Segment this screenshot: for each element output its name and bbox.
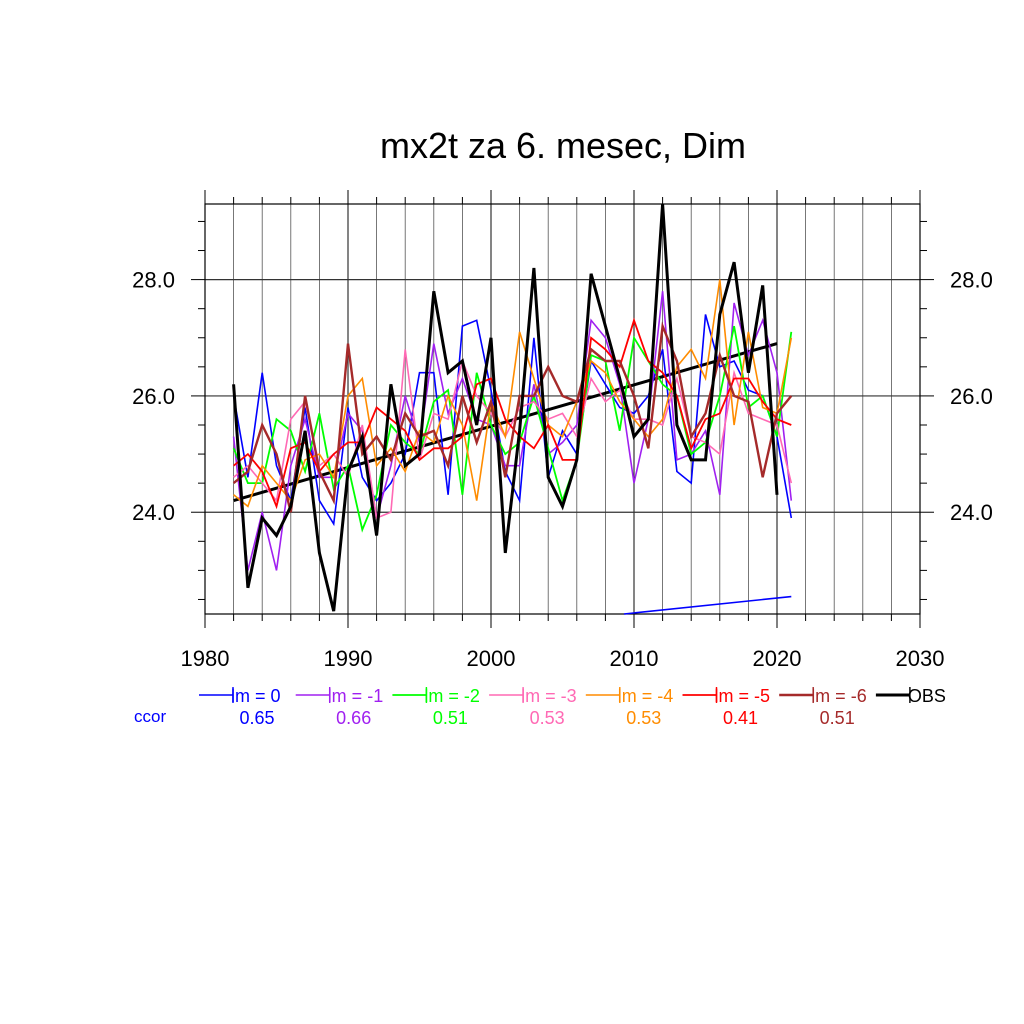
ccor-value-6: 0.51	[820, 708, 855, 728]
y-tick-label-left: 26.0	[132, 384, 175, 409]
x-tick-label: 2030	[896, 646, 945, 671]
series-line-5	[233, 317, 792, 510]
x-tick-label: 1980	[181, 646, 230, 671]
ccor-value-3: 0.53	[530, 708, 565, 728]
series-line-3	[233, 349, 793, 520]
series-line-1	[232, 291, 793, 571]
plot-border	[204, 203, 921, 615]
ccor-value-4: 0.53	[626, 708, 661, 728]
ccor-value-5: 0.41	[723, 708, 758, 728]
y-tick-label-right: 24.0	[950, 500, 993, 525]
x-tick-label: 2000	[467, 646, 516, 671]
legend-label-1: lm = -1	[328, 686, 384, 706]
ccor-value-0: 0.65	[239, 708, 274, 728]
series-lines	[232, 203, 793, 612]
series-line-7	[232, 203, 779, 612]
series-line-6	[232, 321, 793, 513]
ccor-value-2: 0.51	[433, 708, 468, 728]
legend-label-3: lm = -3	[521, 686, 577, 706]
trend-line-0	[233, 342, 778, 503]
plot-frame	[204, 203, 921, 615]
y-tick-label-left: 28.0	[132, 268, 175, 293]
legend-label-2: lm = -2	[424, 686, 480, 706]
ticks: 1980 1990 2000 2010 2020 2030 24.0 24.0 26.0 26.0…	[132, 190, 993, 671]
legend-label-7: OBS	[908, 686, 946, 706]
series-line-4	[233, 279, 793, 508]
legend-label-4: lm = -4	[618, 686, 674, 706]
legend-label-0: lm = 0	[231, 686, 281, 706]
x-tick-label: 2010	[610, 646, 659, 671]
trend-line-1	[623, 595, 792, 615]
legend-label-5: lm = -5	[715, 686, 771, 706]
ccor-label: ccor	[134, 707, 166, 726]
x-tick-label: 1990	[324, 646, 373, 671]
y-tick-label-right: 26.0	[950, 384, 993, 409]
legend-label-6: lm = -6	[811, 686, 867, 706]
x-tick-label: 2020	[753, 646, 802, 671]
ccor-value-1: 0.66	[336, 708, 371, 728]
chart-title: mx2t za 6. mesec, Dim	[380, 125, 746, 166]
grid	[205, 204, 920, 614]
series-line-2	[232, 325, 793, 533]
y-tick-label-left: 24.0	[132, 500, 175, 525]
y-tick-label-right: 28.0	[950, 268, 993, 293]
trend-lines	[233, 342, 792, 615]
